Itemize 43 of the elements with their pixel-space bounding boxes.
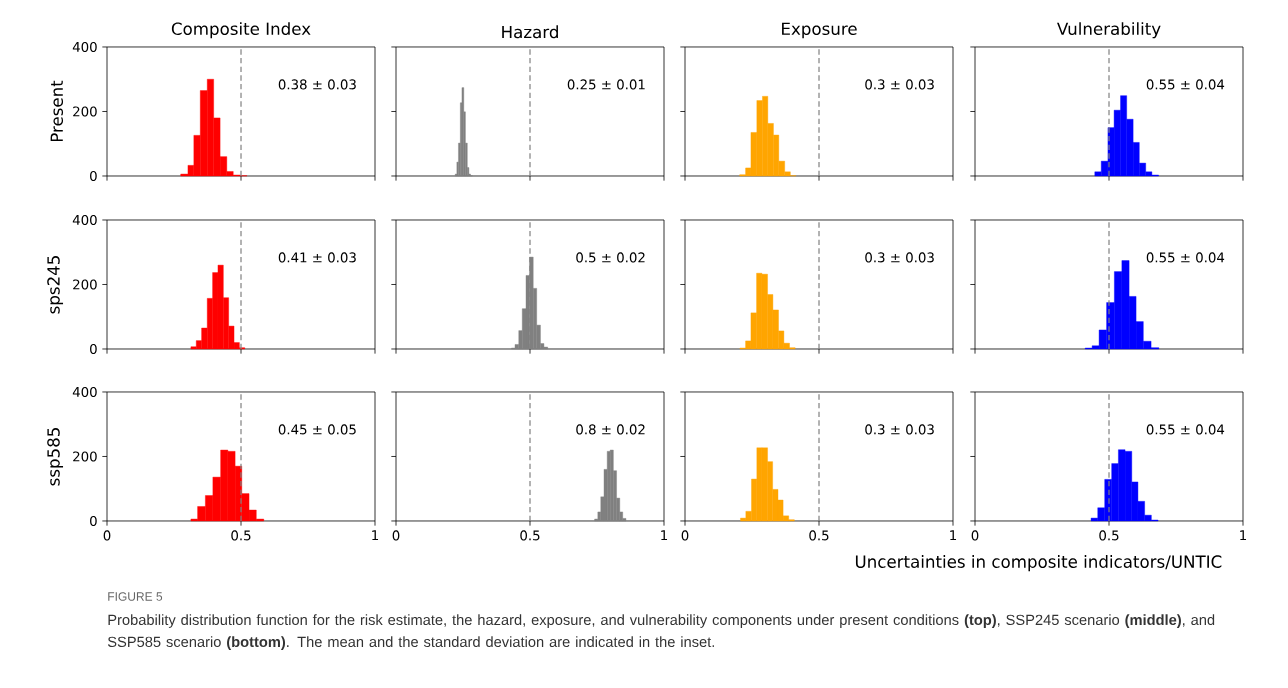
annotation: 0.55 ± 0.04: [1146, 79, 1225, 90]
x-tick-label: 0: [103, 530, 111, 541]
y-tick-label: 400: [72, 386, 97, 398]
x-tick-label: 0: [681, 530, 689, 541]
chart-title: Exposure: [782, 22, 857, 39]
annotation: 0.3 ± 0.03: [865, 79, 934, 90]
annotation: 0.55 ± 0.04: [1146, 252, 1225, 263]
annotation: 0.3 ± 0.03: [865, 424, 934, 435]
x-tick-label: 0.5: [520, 530, 540, 541]
y-tick-label: 0: [90, 515, 97, 527]
y-tick-label: 200: [73, 279, 97, 290]
x-tick-label: 1: [950, 530, 957, 541]
x-tick-label: 1: [372, 530, 379, 541]
annotation: 0.45 ± 0.05: [278, 424, 356, 435]
x-tick-label: 0: [392, 530, 400, 541]
chart-title: Vulnerability: [1057, 22, 1161, 39]
y-tick-label: 0: [90, 170, 97, 182]
annotation: 0.3 ± 0.03: [865, 252, 934, 263]
x-tick-label: 0.5: [1099, 530, 1119, 541]
annotation: 0.8 ± 0.02: [576, 424, 645, 435]
y-tick-label: 200: [73, 106, 97, 117]
y-tick-label: 0: [90, 343, 97, 355]
annotation: 0.55 ± 0.04: [1146, 424, 1225, 435]
chart-title: Composite Index: [171, 22, 311, 39]
text: Probability distribution function for the risk estimate, the hazard, exposure, and vulnerability components under present conditions (top), SSP245 scenario (middle), and SSP585 scenario (bottom). The mean and the standard deviation are indicated in the inset.: [107, 614, 1215, 650]
annotation: 0.25 ± 0.01: [567, 79, 645, 90]
x-tick-label: 1: [1240, 530, 1247, 541]
x-tick-label: 1: [661, 530, 668, 541]
y-axis-title: sps245: [47, 256, 64, 314]
annotation: 0.5 ± 0.02: [576, 252, 645, 263]
x-tick-label: 0.5: [231, 530, 251, 541]
chart-title: Hazard: [502, 25, 558, 39]
x-tick-label: 0.5: [809, 530, 829, 541]
annotation: 0.38 ± 0.03: [278, 79, 356, 90]
x-tick-label: 0: [971, 530, 979, 541]
y-axis-title: ssp585: [47, 428, 64, 486]
y-tick-label: 400: [72, 214, 97, 226]
caption: FIGURE 5: [108, 592, 163, 601]
x-axis-title: Uncertainties in composite indicators/UNTIC: [855, 555, 1222, 572]
annotation: 0.41 ± 0.03: [278, 252, 356, 263]
y-tick-label: 200: [73, 451, 97, 462]
y-axis-title: Present: [50, 80, 64, 142]
y-tick-label: 400: [72, 41, 97, 53]
